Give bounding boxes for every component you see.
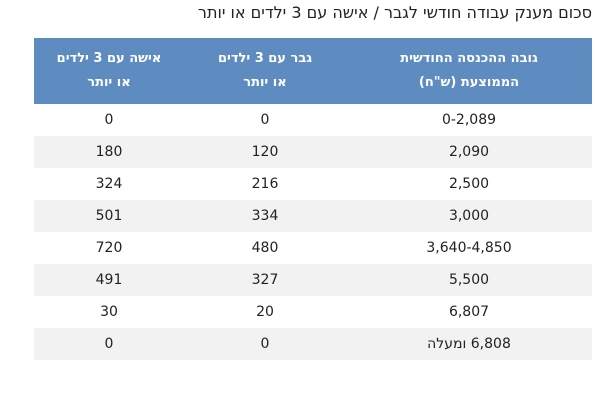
income-cell: 6,808 ומעלה [346,328,592,360]
header-income: גובה ההכנסה החודשית הממוצעת (ש"ח) [346,38,592,104]
table-row: 3,640-4,850 480 720 [34,232,592,264]
man-grant-cell: 20 [184,296,346,328]
income-cell: 5,500 [346,264,592,296]
header-woman: אישה עם 3 ילדים או יותר [34,38,184,104]
woman-grant-cell: 0 [34,328,184,360]
table-row: 5,500 327 491 [34,264,592,296]
man-grant-cell: 0 [184,328,346,360]
woman-grant-cell: 720 [34,232,184,264]
header-row: גובה ההכנסה החודשית הממוצעת (ש"ח) גבר עם… [34,38,592,104]
header-man: גבר עם 3 ילדים או יותר [184,38,346,104]
header-woman-line1: אישה עם 3 ילדים [56,51,162,66]
woman-grant-cell: 0 [34,104,184,136]
table-caption: סכום מענק עבודה חודשי לגבר / אישה עם 3 י… [197,3,592,22]
income-cell: 6,807 [346,296,592,328]
woman-grant-cell: 324 [34,168,184,200]
table-row: 6,807 20 30 [34,296,592,328]
woman-grant-cell: 180 [34,136,184,168]
man-grant-cell: 216 [184,168,346,200]
income-cell: 2,090 [346,136,592,168]
woman-grant-cell: 30 [34,296,184,328]
woman-grant-cell: 501 [34,200,184,232]
table-row: 2,500 216 324 [34,168,592,200]
header-man-line1: גבר עם 3 ילדים [217,51,313,66]
header-man-line2: או יותר [243,75,287,90]
man-grant-cell: 0 [184,104,346,136]
table-row: 3,000 334 501 [34,200,592,232]
income-cell: 3,640-4,850 [346,232,592,264]
man-grant-cell: 327 [184,264,346,296]
woman-grant-cell: 491 [34,264,184,296]
table-row: 2,090 120 180 [34,136,592,168]
header-woman-line2: או יותר [87,75,131,90]
table-row: 6,808 ומעלה 0 0 [34,328,592,360]
table-row: 0-2,089 0 0 [34,104,592,136]
header-income-line1: גובה ההכנסה החודשית [400,51,538,66]
man-grant-cell: 334 [184,200,346,232]
income-cell: 3,000 [346,200,592,232]
income-cell: 2,500 [346,168,592,200]
income-cell: 0-2,089 [346,104,592,136]
man-grant-cell: 120 [184,136,346,168]
header-income-line2: הממוצעת (ש"ח) [418,75,520,90]
man-grant-cell: 480 [184,232,346,264]
grant-table: גובה ההכנסה החודשית הממוצעת (ש"ח) גבר עם… [34,38,592,360]
